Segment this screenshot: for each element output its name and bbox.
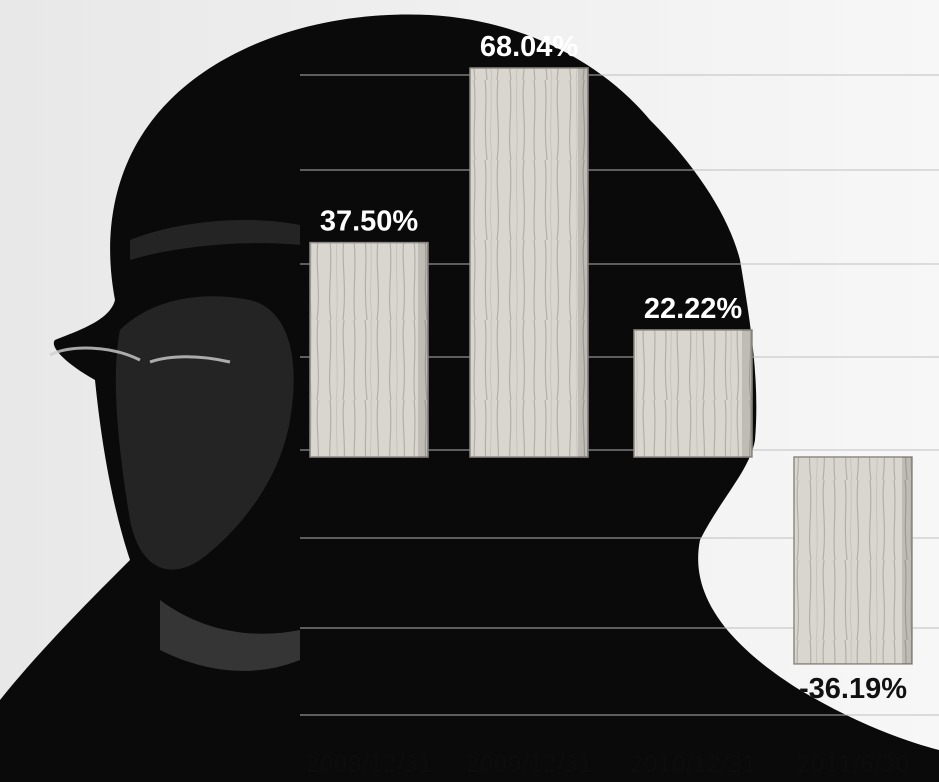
value-label: 22.22% xyxy=(644,293,743,325)
value-labels: 37.50% 68.04% 22.22% -36.19% xyxy=(320,31,907,705)
category-labels: 2008/12/31 2009/12/31 2010/12/31 2011/6/30 xyxy=(306,753,910,778)
value-label: -36.19% xyxy=(799,673,907,705)
bar-shade xyxy=(578,68,588,457)
bar xyxy=(469,67,589,458)
value-label: 37.50% xyxy=(320,206,419,238)
bar xyxy=(633,329,753,458)
category-label: 2011/6/30 xyxy=(797,753,910,778)
bar xyxy=(309,241,429,458)
bar-shade xyxy=(742,329,752,457)
bars xyxy=(309,67,913,665)
glasses-icon xyxy=(49,346,231,364)
category-label: 2010/12/31 xyxy=(630,753,757,778)
value-label: 68.04% xyxy=(480,31,579,63)
category-label: 2008/12/31 xyxy=(306,753,433,778)
category-label: 2009/12/31 xyxy=(466,753,593,778)
bar-shade xyxy=(418,242,428,457)
bar-shade xyxy=(902,457,912,664)
bar xyxy=(793,456,913,665)
